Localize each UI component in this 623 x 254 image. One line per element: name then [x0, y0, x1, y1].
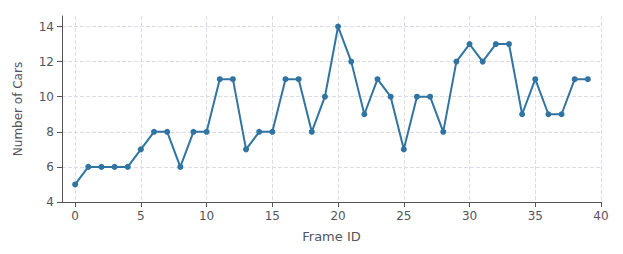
svg-text:25: 25	[396, 209, 411, 223]
svg-text:15: 15	[265, 209, 280, 223]
svg-text:10: 10	[39, 90, 54, 104]
svg-text:40: 40	[593, 209, 608, 223]
svg-text:6: 6	[46, 160, 54, 174]
svg-text:Number of Cars: Number of Cars	[11, 62, 25, 156]
svg-text:5: 5	[137, 209, 145, 223]
svg-text:30: 30	[462, 209, 477, 223]
svg-text:0: 0	[71, 209, 79, 223]
svg-text:8: 8	[46, 125, 54, 139]
svg-text:12: 12	[39, 55, 54, 69]
svg-text:4: 4	[46, 195, 54, 209]
svg-text:35: 35	[528, 209, 543, 223]
svg-text:20: 20	[330, 209, 345, 223]
svg-text:14: 14	[39, 20, 54, 34]
svg-text:Frame ID: Frame ID	[302, 229, 360, 244]
svg-text:10: 10	[199, 209, 214, 223]
